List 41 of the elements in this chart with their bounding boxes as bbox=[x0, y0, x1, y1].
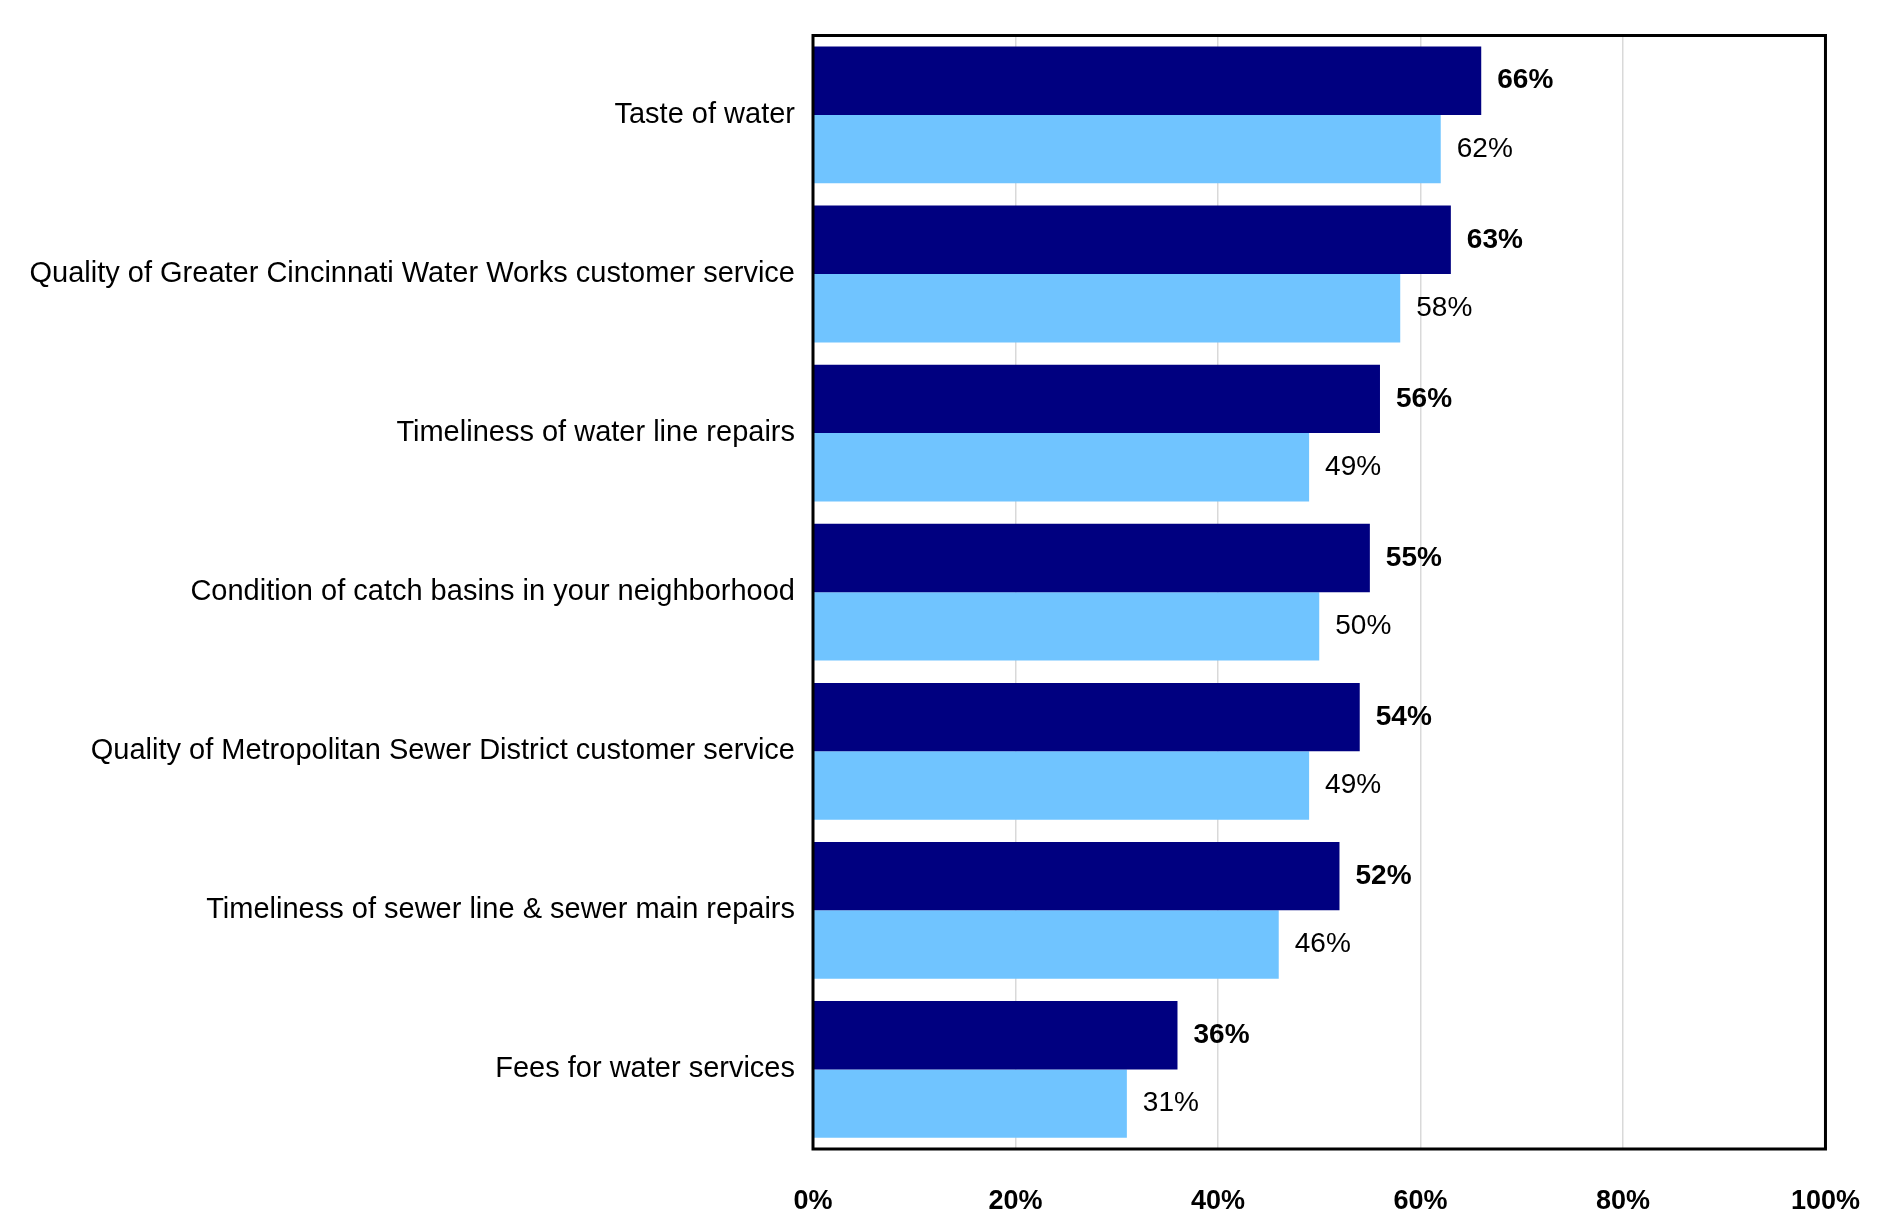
x-tick-label: 80% bbox=[1595, 1184, 1650, 1212]
bar bbox=[813, 1069, 1127, 1138]
bar bbox=[813, 682, 1360, 752]
x-tick-label: 0% bbox=[793, 1184, 833, 1212]
bar bbox=[813, 751, 1310, 820]
data-label: 49% bbox=[1325, 768, 1382, 800]
data-label: 63% bbox=[1466, 222, 1523, 254]
y-tick-label: Quality of Greater Cincinnati Water Works customer service bbox=[29, 256, 795, 289]
data-label: 56% bbox=[1395, 381, 1453, 413]
data-label: 36% bbox=[1193, 1017, 1250, 1049]
data-label: 58% bbox=[1416, 290, 1473, 322]
data-label: 31% bbox=[1142, 1086, 1199, 1118]
bar bbox=[813, 433, 1310, 502]
data-label: 49% bbox=[1325, 450, 1382, 482]
bar bbox=[813, 1001, 1178, 1070]
bar bbox=[813, 46, 1482, 115]
bar bbox=[813, 274, 1401, 343]
x-tick-label: 60% bbox=[1393, 1184, 1448, 1212]
bar bbox=[813, 910, 1279, 979]
data-label: 55% bbox=[1385, 540, 1442, 572]
data-label: 52% bbox=[1355, 858, 1412, 890]
x-tick-label: 20% bbox=[988, 1184, 1043, 1212]
data-label: 66% bbox=[1497, 63, 1554, 95]
bar bbox=[813, 205, 1451, 275]
bar bbox=[813, 523, 1370, 593]
data-label: 54% bbox=[1375, 699, 1432, 731]
y-tick-label: Fees for water services bbox=[495, 1051, 795, 1084]
bar bbox=[813, 592, 1320, 661]
x-tick-label: 100% bbox=[1790, 1184, 1860, 1212]
bar bbox=[813, 364, 1380, 434]
y-tick-label: Timeliness of water line repairs bbox=[396, 415, 795, 448]
data-label: 62% bbox=[1456, 131, 1513, 163]
y-tick-label: Taste of water bbox=[614, 96, 796, 129]
x-tick-label: 40% bbox=[1190, 1184, 1246, 1212]
y-tick-label: Quality of Metropolitan Sewer District customer service bbox=[90, 733, 795, 766]
y-tick-label: Condition of catch basins in your neighborhood bbox=[190, 574, 795, 607]
bar bbox=[813, 841, 1340, 911]
bar bbox=[813, 114, 1441, 184]
data-label: 50% bbox=[1335, 609, 1392, 641]
data-label: 46% bbox=[1294, 927, 1351, 959]
y-tick-label: Timeliness of sewer line & sewer main repairs bbox=[206, 892, 795, 925]
